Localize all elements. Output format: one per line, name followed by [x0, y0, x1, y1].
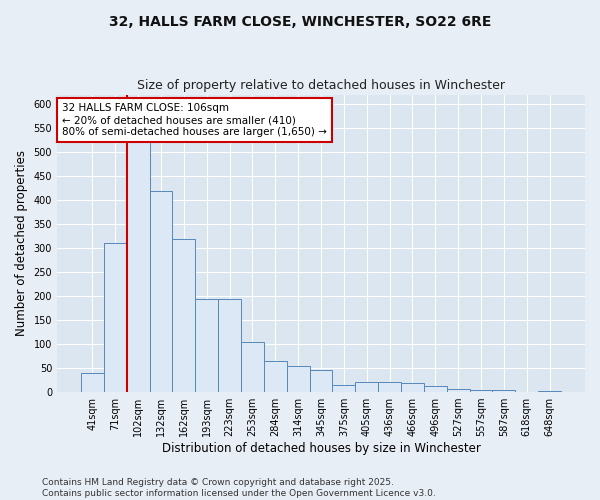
Bar: [447, 388, 470, 392]
Bar: [104, 244, 127, 392]
Bar: [287, 366, 310, 392]
Bar: [127, 124, 149, 392]
Y-axis label: Number of detached properties: Number of detached properties: [15, 150, 28, 336]
Bar: [538, 390, 561, 392]
Text: 32 HALLS FARM CLOSE: 106sqm
← 20% of detached houses are smaller (410)
80% of se: 32 HALLS FARM CLOSE: 106sqm ← 20% of det…: [62, 104, 327, 136]
Text: Contains HM Land Registry data © Crown copyright and database right 2025.
Contai: Contains HM Land Registry data © Crown c…: [42, 478, 436, 498]
Bar: [81, 373, 104, 392]
Bar: [355, 382, 378, 392]
Bar: [196, 298, 218, 392]
Bar: [310, 370, 332, 392]
Title: Size of property relative to detached houses in Winchester: Size of property relative to detached ho…: [137, 79, 505, 92]
Text: 32, HALLS FARM CLOSE, WINCHESTER, SO22 6RE: 32, HALLS FARM CLOSE, WINCHESTER, SO22 6…: [109, 15, 491, 29]
Bar: [172, 238, 196, 392]
Bar: [378, 382, 401, 392]
Bar: [493, 390, 515, 392]
Bar: [332, 385, 355, 392]
Bar: [149, 190, 172, 392]
Bar: [401, 384, 424, 392]
X-axis label: Distribution of detached houses by size in Winchester: Distribution of detached houses by size …: [161, 442, 481, 455]
Bar: [470, 390, 493, 392]
Bar: [241, 342, 264, 392]
Bar: [424, 386, 447, 392]
Bar: [264, 361, 287, 392]
Bar: [218, 298, 241, 392]
